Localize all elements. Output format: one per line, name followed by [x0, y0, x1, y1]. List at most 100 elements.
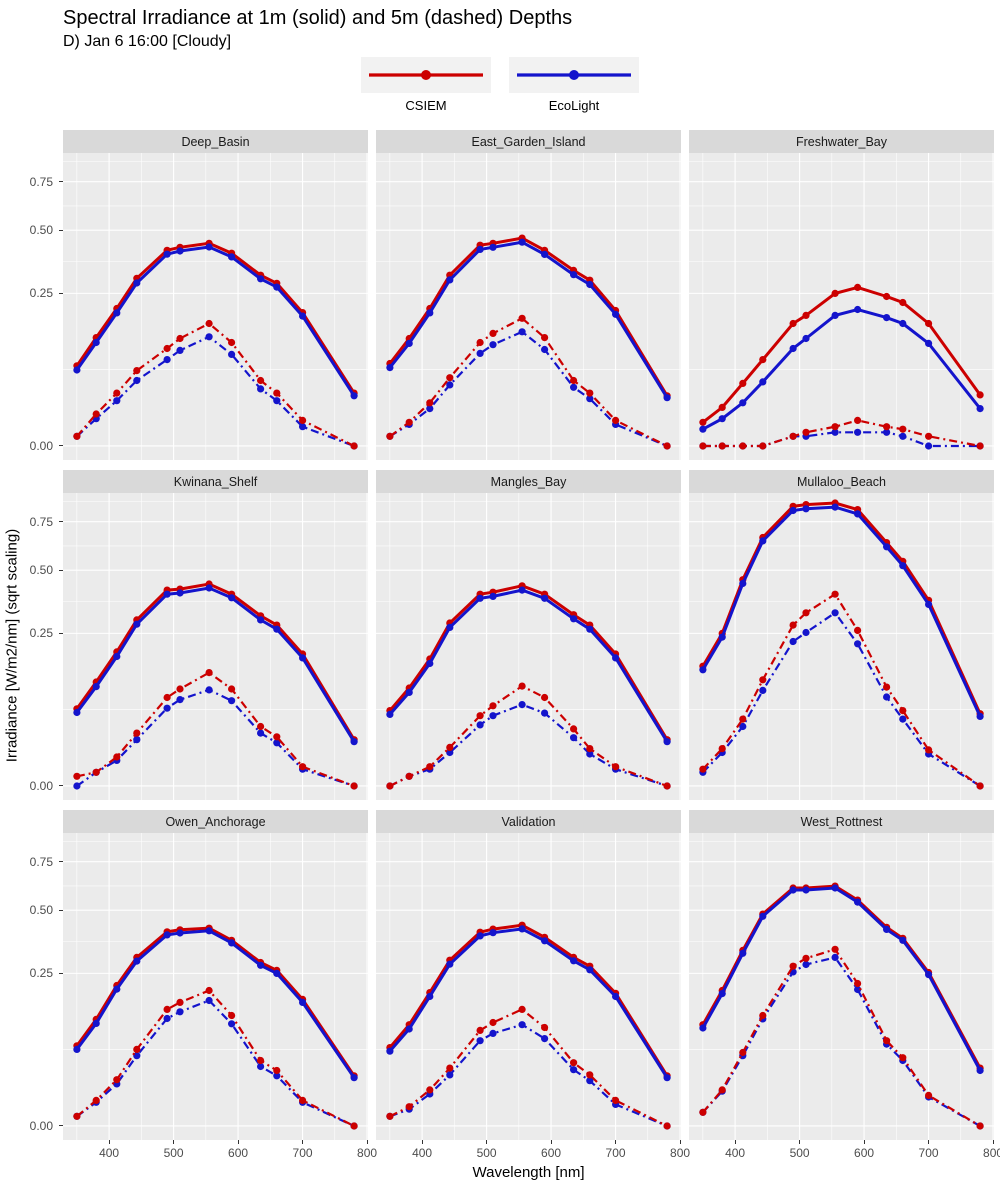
facet-strip-West_Rottnest: West_Rottnest — [689, 810, 994, 833]
y-tick-label: 0.50 — [29, 903, 53, 918]
y-tick — [59, 229, 63, 231]
x-tick-label: 600 — [854, 1146, 875, 1160]
y-tick-label: 0.00 — [29, 778, 53, 793]
legend-label-csiem: CSIEM — [405, 98, 447, 113]
legend-line-icon — [517, 70, 631, 80]
facet-strip-Validation: Validation — [376, 810, 681, 833]
series-EcoLight-5m — [76, 999, 355, 1127]
y-tick-label: 0.50 — [29, 563, 53, 578]
series-CSIEM-5m — [76, 989, 355, 1127]
x-tick-label: 700 — [918, 1146, 939, 1160]
y-tick-label: 0.25 — [29, 966, 53, 981]
series-CSIEM-5m — [389, 316, 668, 447]
legend: CSIEM EcoLight — [0, 57, 1000, 113]
facet-panel-Freshwater_Bay — [689, 153, 994, 460]
series-CSIEM-5m — [389, 1008, 668, 1127]
x-tick — [237, 1140, 239, 1144]
series-EcoLight-5m — [389, 703, 668, 788]
x-tick — [992, 1140, 994, 1144]
y-tick — [59, 785, 63, 787]
legend-line-icon — [369, 70, 483, 80]
x-tick-label: 400 — [99, 1146, 120, 1160]
series-EcoLight-5m — [389, 330, 668, 448]
y-tick — [59, 521, 63, 523]
facet-strip-Mangles_Bay: Mangles_Bay — [376, 470, 681, 493]
facet-panel-Owen_Anchorage — [63, 833, 368, 1140]
facet-strip-Mullaloo_Beach: Mullaloo_Beach — [689, 470, 994, 493]
series-EcoLight-5m — [76, 688, 355, 788]
series-EcoLight-5m — [702, 956, 981, 1127]
facet-panel-Validation — [376, 833, 681, 1140]
x-tick — [679, 1140, 681, 1144]
x-tick-label: 600 — [541, 1146, 562, 1160]
facet-strip-Owen_Anchorage: Owen_Anchorage — [63, 810, 368, 833]
y-tick — [59, 181, 63, 183]
series-EcoLight-1m — [388, 240, 669, 399]
x-tick — [928, 1140, 930, 1144]
y-tick — [59, 909, 63, 911]
legend-key-csiem — [361, 57, 491, 93]
facet-panel-East_Garden_Island — [376, 153, 681, 460]
series-CSIEM-5m — [389, 684, 668, 788]
series-EcoLight-1m — [75, 245, 356, 397]
x-axis-title: Wavelength [nm] — [472, 1164, 585, 1181]
series-CSIEM-5m — [702, 592, 981, 787]
y-tick — [59, 292, 63, 294]
x-tick — [108, 1140, 110, 1144]
facet-strip-Kwinana_Shelf: Kwinana_Shelf — [63, 470, 368, 493]
y-tick-label: 0.25 — [29, 626, 53, 641]
y-tick-label: 0.50 — [29, 223, 53, 238]
y-tick-label: 0.75 — [29, 514, 53, 529]
x-tick — [486, 1140, 488, 1144]
x-tick — [366, 1140, 368, 1144]
facet-strip-Deep_Basin: Deep_Basin — [63, 130, 368, 153]
x-tick-label: 800 — [670, 1146, 691, 1160]
x-tick-label: 700 — [292, 1146, 313, 1160]
x-tick — [615, 1140, 617, 1144]
series-EcoLight-5m — [76, 335, 355, 448]
x-tick-label: 600 — [228, 1146, 249, 1160]
series-EcoLight-1m — [701, 505, 982, 718]
y-tick — [59, 1125, 63, 1127]
y-tick — [59, 861, 63, 863]
facet-strip-East_Garden_Island: East_Garden_Island — [376, 130, 681, 153]
facet-panel-Mullaloo_Beach — [689, 493, 994, 800]
series-CSIEM-1m — [701, 285, 982, 424]
facet-panel-West_Rottnest — [689, 833, 994, 1140]
y-tick — [59, 972, 63, 974]
facet-panel-Kwinana_Shelf — [63, 493, 368, 800]
x-tick — [863, 1140, 865, 1144]
series-EcoLight-1m — [75, 929, 356, 1079]
chart-subtitle: D) Jan 6 16:00 [Cloudy] — [63, 33, 232, 50]
x-tick-label: 500 — [789, 1146, 810, 1160]
y-tick — [59, 569, 63, 571]
x-tick — [173, 1140, 175, 1144]
series-CSIEM-1m — [75, 926, 356, 1077]
y-tick — [59, 445, 63, 447]
x-tick — [799, 1140, 801, 1144]
series-EcoLight-1m — [75, 586, 356, 743]
x-tick-label: 400 — [412, 1146, 433, 1160]
legend-label-ecolight: EcoLight — [548, 98, 600, 113]
series-EcoLight-1m — [388, 927, 669, 1079]
facet-panel-Mangles_Bay — [376, 493, 681, 800]
y-tick-label: 0.75 — [29, 174, 53, 189]
legend-item-ecolight: EcoLight — [509, 57, 639, 113]
x-tick — [550, 1140, 552, 1144]
series-CSIEM-1m — [388, 923, 669, 1077]
x-tick-label: 500 — [163, 1146, 184, 1160]
series-EcoLight-5m — [389, 1023, 668, 1128]
y-tick — [59, 632, 63, 634]
x-tick-label: 800 — [357, 1146, 378, 1160]
y-tick-label: 0.75 — [29, 854, 53, 869]
legend-key-ecolight — [509, 57, 639, 93]
x-tick-label: 400 — [725, 1146, 746, 1160]
y-tick-label: 0.00 — [29, 438, 53, 453]
legend-item-csiem: CSIEM — [361, 57, 491, 113]
x-tick-label: 800 — [983, 1146, 1000, 1160]
chart-title: Spectral Irradiance at 1m (solid) and 5m… — [63, 7, 573, 29]
y-tick-label: 0.25 — [29, 286, 53, 301]
series-EcoLight-1m — [388, 588, 669, 743]
x-tick — [421, 1140, 423, 1144]
